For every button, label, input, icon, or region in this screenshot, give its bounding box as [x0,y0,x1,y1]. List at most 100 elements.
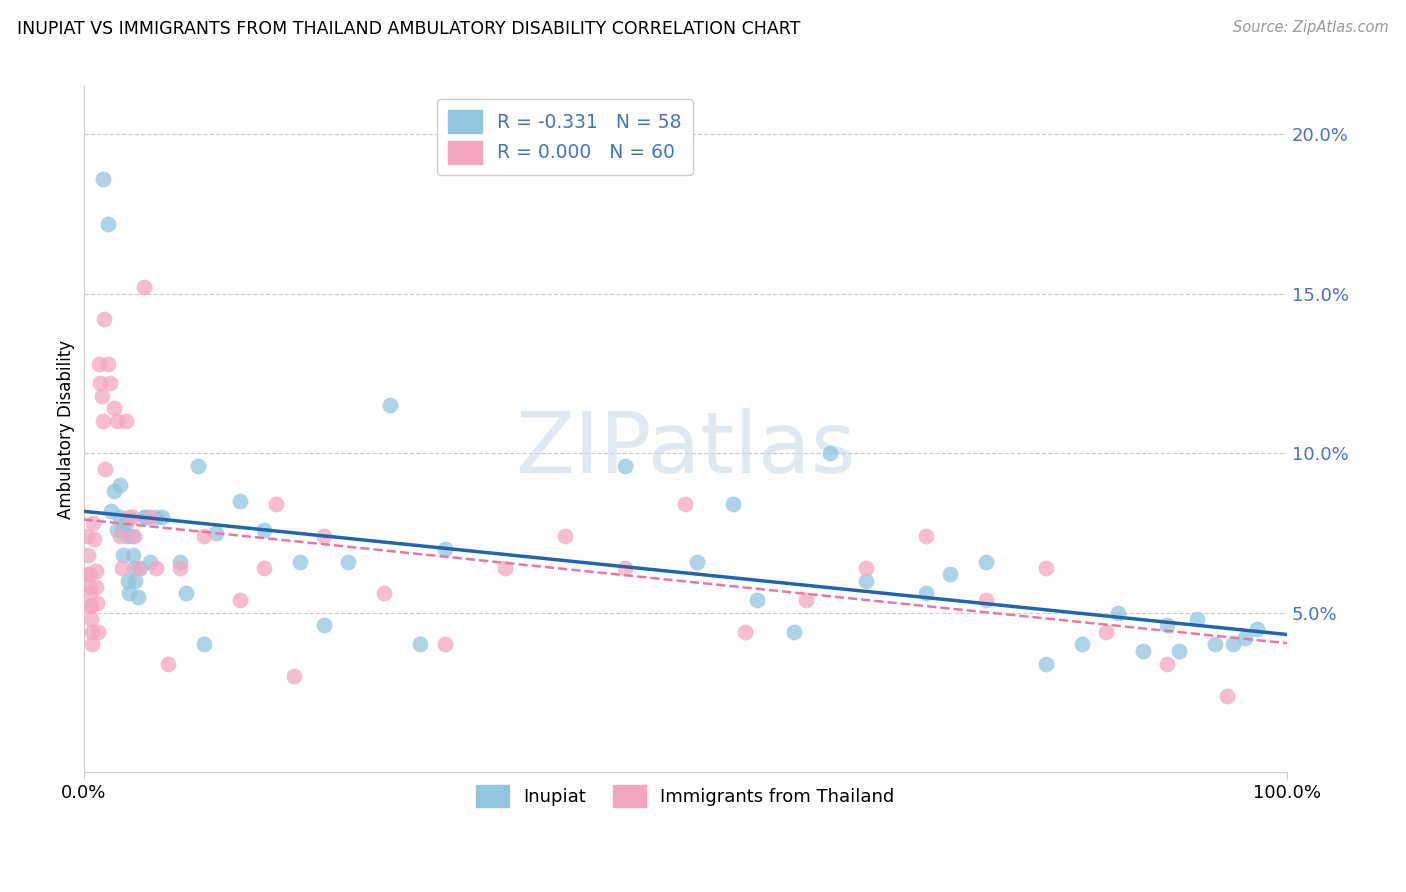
Point [409,638,432,652]
Point [193,529,215,543]
Point [79,567,101,582]
Point [1035,657,1057,671]
Point [205,525,228,540]
Point [747,592,769,607]
Point [187,458,209,473]
Point [89,376,111,390]
Text: ZIPatlas: ZIPatlas [515,409,855,491]
Point [1035,561,1057,575]
Point [90,389,112,403]
Point [117,574,139,588]
Point [1246,622,1268,636]
Point [105,523,128,537]
Point [782,624,804,639]
Point [93,312,115,326]
Point [855,574,877,588]
Point [122,561,145,575]
Point [723,497,745,511]
Point [77,567,100,582]
Point [100,503,122,517]
Legend: Inupiat, Immigrants from Thailand: Inupiat, Immigrants from Thailand [470,778,901,814]
Point [138,510,160,524]
Point [433,541,456,556]
Point [1108,606,1130,620]
Point [83,533,105,547]
Point [433,638,456,652]
Point [84,580,107,594]
Point [112,548,135,562]
Point [939,567,962,582]
Point [94,462,117,476]
Point [135,510,157,524]
Point [150,510,173,524]
Point [114,414,136,428]
Point [145,561,167,575]
Point [98,376,121,390]
Point [76,529,98,543]
Point [1156,657,1178,671]
Point [264,497,287,511]
Point [77,548,100,562]
Point [105,414,128,428]
Point [111,523,134,537]
Point [145,510,167,524]
Point [915,586,938,600]
Point [80,599,103,614]
Point [1095,624,1118,639]
Point [80,638,103,652]
Point [974,592,997,607]
Point [127,561,149,575]
Point [229,494,252,508]
Text: Source: ZipAtlas.com: Source: ZipAtlas.com [1233,20,1389,35]
Point [734,624,756,639]
Point [103,484,125,499]
Point [1156,618,1178,632]
Point [127,590,149,604]
Point [103,401,125,416]
Point [169,561,191,575]
Point [494,561,516,575]
Point [84,564,107,578]
Point [253,561,276,575]
Point [80,624,103,639]
Point [82,516,104,531]
Point [614,561,637,575]
Point [91,172,114,186]
Point [1071,638,1094,652]
Point [111,561,134,575]
Point [122,529,145,543]
Point [794,592,817,607]
Point [1204,638,1226,652]
Point [1233,631,1256,645]
Point [253,523,276,537]
Point [132,280,155,294]
Point [686,555,709,569]
Point [673,497,696,511]
Point [79,580,101,594]
Point [174,586,197,600]
Point [1132,644,1154,658]
Point [115,529,138,543]
Point [79,599,101,614]
Point [138,555,160,569]
Point [614,458,637,473]
Point [108,478,131,492]
Point [124,574,146,588]
Point [79,586,101,600]
Point [1185,612,1208,626]
Point [86,596,108,610]
Point [855,561,877,575]
Point [1216,689,1239,703]
Point [108,529,131,543]
Point [1222,638,1244,652]
Point [118,510,141,524]
Point [121,529,143,543]
Point [97,357,120,371]
Point [156,657,179,671]
Point [314,618,336,632]
Point [314,529,336,543]
Y-axis label: Ambulatory Disability: Ambulatory Disability [58,340,75,519]
Point [915,529,938,543]
Point [1167,644,1189,658]
Point [818,446,841,460]
